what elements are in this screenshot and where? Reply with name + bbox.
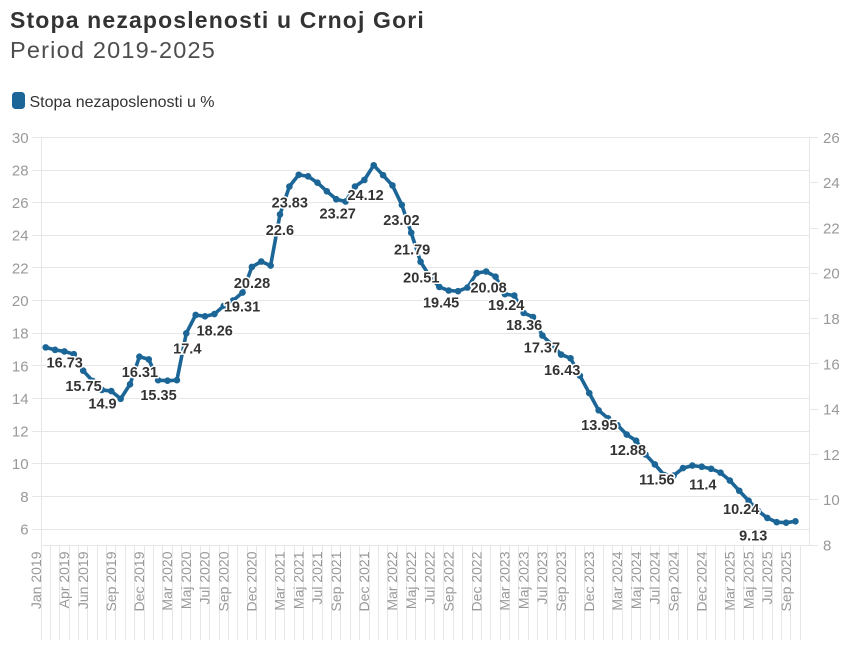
svg-text:Sep 2020: Sep 2020 — [215, 551, 231, 611]
svg-text:15.75: 15.75 — [65, 379, 101, 395]
svg-text:30: 30 — [12, 130, 29, 147]
svg-text:Sep 2025: Sep 2025 — [778, 551, 794, 611]
svg-text:13.95: 13.95 — [581, 418, 617, 434]
svg-text:23.83: 23.83 — [272, 196, 308, 212]
svg-text:Dec 2024: Dec 2024 — [693, 551, 709, 611]
svg-text:23.02: 23.02 — [383, 213, 419, 229]
svg-text:Dec 2022: Dec 2022 — [468, 551, 484, 611]
svg-text:18: 18 — [12, 326, 29, 343]
svg-text:18.26: 18.26 — [197, 324, 233, 340]
svg-text:24: 24 — [12, 228, 29, 245]
svg-text:Dec 2019: Dec 2019 — [131, 551, 147, 611]
svg-text:9.13: 9.13 — [739, 528, 767, 544]
svg-text:22: 22 — [12, 260, 29, 277]
svg-text:Maj 2024: Maj 2024 — [628, 551, 644, 609]
svg-text:Maj 2021: Maj 2021 — [290, 551, 306, 609]
svg-text:20.28: 20.28 — [234, 276, 270, 292]
svg-text:Mar 2025: Mar 2025 — [722, 551, 738, 610]
svg-text:Mar 2021: Mar 2021 — [272, 551, 288, 610]
svg-text:Period 2019-2025: Period 2019-2025 — [10, 37, 216, 63]
svg-text:Jun 2019: Jun 2019 — [75, 551, 91, 609]
svg-text:Jul 2021: Jul 2021 — [309, 551, 325, 604]
svg-text:Jul 2022: Jul 2022 — [422, 551, 438, 604]
svg-text:Dec 2020: Dec 2020 — [244, 551, 260, 611]
svg-text:Maj 2022: Maj 2022 — [403, 551, 419, 609]
svg-text:18: 18 — [823, 311, 840, 328]
svg-text:Jul 2023: Jul 2023 — [534, 551, 550, 604]
svg-text:19.45: 19.45 — [423, 295, 459, 311]
svg-text:Mar 2022: Mar 2022 — [384, 551, 400, 610]
svg-text:11.4: 11.4 — [689, 478, 716, 494]
svg-text:19.31: 19.31 — [224, 299, 260, 315]
svg-text:Jul 2020: Jul 2020 — [197, 551, 213, 604]
svg-text:Sep 2022: Sep 2022 — [440, 551, 456, 611]
svg-text:26: 26 — [12, 195, 29, 212]
svg-text:18.36: 18.36 — [506, 318, 542, 334]
svg-text:6: 6 — [20, 522, 28, 539]
svg-text:20: 20 — [823, 266, 840, 283]
svg-text:Maj 2025: Maj 2025 — [740, 551, 756, 609]
svg-text:17.37: 17.37 — [524, 341, 560, 357]
svg-text:Sep 2019: Sep 2019 — [103, 551, 119, 611]
svg-text:28: 28 — [12, 162, 29, 179]
svg-text:17.4: 17.4 — [173, 342, 201, 358]
svg-text:Dec 2021: Dec 2021 — [356, 551, 372, 611]
svg-text:24.12: 24.12 — [347, 188, 383, 204]
svg-text:23.27: 23.27 — [320, 207, 356, 223]
svg-text:Sep 2021: Sep 2021 — [328, 551, 344, 611]
svg-text:Stopa nezaposlenosti u %: Stopa nezaposlenosti u % — [30, 94, 215, 111]
svg-text:10: 10 — [12, 456, 29, 473]
svg-text:16.43: 16.43 — [544, 363, 580, 379]
svg-text:14: 14 — [12, 391, 29, 408]
svg-text:Sep 2024: Sep 2024 — [665, 551, 681, 611]
svg-text:16: 16 — [12, 358, 29, 375]
svg-text:16.31: 16.31 — [122, 365, 158, 381]
svg-text:10: 10 — [823, 492, 840, 509]
svg-text:Apr 2019: Apr 2019 — [56, 551, 72, 608]
svg-text:21.79: 21.79 — [394, 242, 430, 258]
svg-text:20.51: 20.51 — [403, 271, 439, 287]
svg-text:10.24: 10.24 — [723, 502, 759, 518]
svg-text:12: 12 — [12, 424, 29, 441]
svg-text:Stopa nezaposlenosti u Crnoj G: Stopa nezaposlenosti u Crnoj Gori — [10, 7, 425, 33]
svg-text:16: 16 — [823, 356, 840, 373]
svg-text:Jul 2024: Jul 2024 — [647, 551, 663, 604]
svg-text:15.35: 15.35 — [140, 388, 176, 404]
svg-text:26: 26 — [823, 130, 840, 147]
svg-text:22.6: 22.6 — [266, 223, 294, 239]
svg-text:Maj 2020: Maj 2020 — [178, 551, 194, 609]
svg-text:Mar 2024: Mar 2024 — [609, 551, 625, 610]
svg-text:Mar 2023: Mar 2023 — [497, 551, 513, 610]
svg-text:14: 14 — [823, 402, 840, 419]
svg-text:8: 8 — [20, 489, 28, 506]
svg-text:Dec 2023: Dec 2023 — [581, 551, 597, 611]
svg-text:20: 20 — [12, 293, 29, 310]
svg-text:Maj 2023: Maj 2023 — [515, 551, 531, 609]
svg-text:19.24: 19.24 — [488, 298, 524, 314]
svg-text:11.56: 11.56 — [639, 472, 675, 488]
svg-text:24: 24 — [823, 175, 840, 192]
svg-text:Jan 2019: Jan 2019 — [28, 551, 44, 609]
svg-text:Mar 2020: Mar 2020 — [159, 551, 175, 610]
svg-text:Jul 2025: Jul 2025 — [759, 551, 775, 604]
svg-text:22: 22 — [823, 220, 840, 237]
svg-text:14.9: 14.9 — [88, 397, 116, 413]
svg-text:8: 8 — [823, 538, 831, 555]
svg-text:20.08: 20.08 — [470, 280, 506, 296]
svg-text:12.88: 12.88 — [610, 443, 646, 459]
svg-text:12: 12 — [823, 447, 840, 464]
svg-text:Sep 2023: Sep 2023 — [553, 551, 569, 611]
svg-text:16.73: 16.73 — [47, 356, 83, 372]
